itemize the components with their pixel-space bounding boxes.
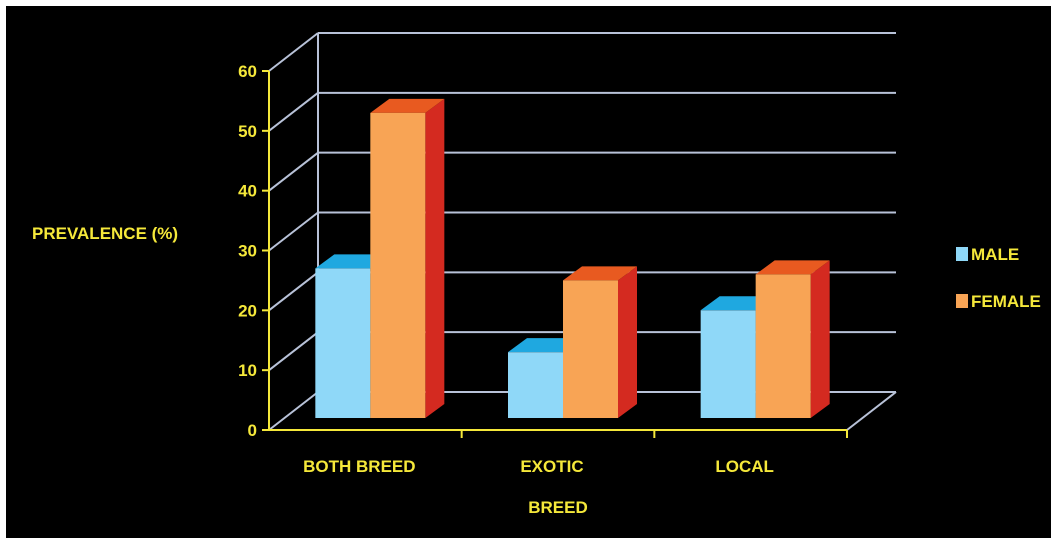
axis-layer [262,70,848,438]
bar-top [563,266,637,281]
bar-side [618,266,637,418]
gridline-side [268,331,319,371]
gridline-side [268,271,319,312]
chart-svg: PREVALENCE (%) BREED 0 10 20 30 40 50 60 BOTH B… [32,32,1041,517]
gridline-side [268,92,319,132]
bar-top [370,98,445,113]
bar-female-local [755,274,811,418]
bar-layer [315,98,830,418]
label-layer: PREVALENCE (%) BREED 0 10 20 30 40 50 60 BOTH B… [32,62,774,517]
y-tick-label: 40 [238,182,257,201]
bar-side [810,260,830,418]
y-axis-label: PREVALENCE (%) [32,224,178,243]
bar-side [425,98,445,418]
y-tick-label: 20 [238,301,257,320]
gridline-side [268,151,319,192]
y-tick-label: 60 [238,62,257,81]
bar-top [755,260,830,275]
gridline-side [268,32,319,72]
legend: MALE FEMALE [956,245,1041,311]
x-tick-label: LOCAL [715,457,774,476]
legend-swatch-female [956,294,968,308]
y-tick-label: 30 [238,242,257,261]
y-tick-label: 50 [238,122,257,141]
chart-canvas: PREVALENCE (%) BREED 0 10 20 30 40 50 60 BOTH B… [6,6,1051,538]
y-tick-label: 0 [248,421,257,440]
floor-edge [846,391,897,431]
legend-label-female: FEMALE [971,292,1041,311]
x-tick-label: EXOTIC [520,457,583,476]
legend-label-male: MALE [971,245,1019,264]
legend-swatch-male [956,247,968,261]
bar-male-both-breed [315,268,371,418]
x-tick-label: BOTH BREED [303,457,415,476]
gridline-side [268,391,319,431]
bar-male-exotic [508,352,563,418]
y-tick-label: 10 [238,361,257,380]
gridline-side [268,211,319,252]
x-axis-label: BREED [528,498,588,517]
bar-female-exotic [563,280,618,418]
bar-female-both-breed [370,112,426,418]
bar-male-local [700,310,756,418]
